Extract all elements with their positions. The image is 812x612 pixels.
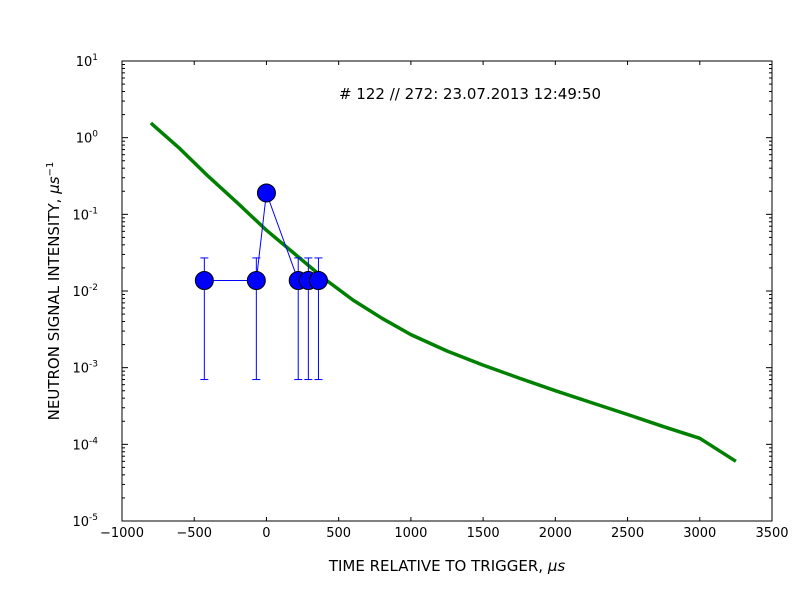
- y-tick-label: 10-1: [72, 206, 98, 223]
- y-tick-label-base: 10: [72, 208, 89, 223]
- x-axis-label-text: TIME RELATIVE TO TRIGGER,: [328, 557, 548, 575]
- y-tick-label-exponent: -3: [89, 360, 98, 370]
- y-axis-label-unit: μs: [45, 176, 63, 195]
- y-tick-label: 100: [76, 130, 99, 147]
- y-tick-label-base: 10: [76, 55, 93, 70]
- y-axis-label-text: NEUTRON SIGNAL INTENSITY,: [45, 194, 63, 421]
- y-tick-label-base: 10: [72, 515, 89, 530]
- y-tick-label-exponent: 0: [92, 130, 98, 140]
- x-tick-label: 1500: [467, 526, 500, 541]
- y-tick-label-exponent: -5: [89, 513, 98, 523]
- fit-curve-layer: [149, 121, 737, 463]
- data-point: [194, 271, 214, 291]
- data-point: [308, 271, 328, 291]
- x-axis-label-unit: μs: [547, 557, 566, 575]
- y-tick-label-exponent: -2: [89, 283, 98, 293]
- y-axis-label-exponent: −1: [45, 162, 56, 177]
- x-tick-label: 0: [262, 526, 270, 541]
- y-tick-label-base: 10: [76, 132, 93, 147]
- data-point: [246, 271, 266, 291]
- x-tick-label: 1000: [394, 526, 427, 541]
- data-point-layer: [194, 183, 328, 291]
- y-tick-label-base: 10: [72, 438, 89, 453]
- y-tick-label: 10-3: [72, 360, 98, 377]
- x-tick-label: −1000: [100, 526, 144, 541]
- y-tick-label: 101: [76, 53, 98, 70]
- y-tick-label-exponent: -4: [89, 436, 98, 446]
- x-tick-label: −500: [176, 526, 212, 541]
- y-tick-label-base: 10: [72, 285, 89, 300]
- y-tick-label-base: 10: [72, 362, 89, 377]
- y-tick-label: 10-5: [72, 513, 98, 530]
- y-tick-label: 10-2: [72, 283, 98, 300]
- chart-annotation: # 122 // 272: 23.07.2013 12:49:50: [339, 85, 601, 103]
- data-point: [256, 183, 276, 203]
- x-axis-label: TIME RELATIVE TO TRIGGER, μs: [328, 557, 566, 575]
- y-tick-label-exponent: 1: [92, 53, 98, 63]
- plot-frame: [121, 60, 773, 522]
- x-tick-label: 500: [326, 526, 351, 541]
- y-tick-label: 10-4: [72, 436, 98, 453]
- tick-layer: −1000 −500 0 500 1000 1500 2000 2500 3000 350010-…: [72, 53, 788, 541]
- fit-curve: [149, 121, 737, 463]
- x-tick-label: 2500: [611, 526, 644, 541]
- x-tick-label: 3000: [683, 526, 716, 541]
- x-tick-label: 2000: [539, 526, 572, 541]
- y-tick-label-exponent: -1: [89, 206, 98, 216]
- plot-area: [122, 61, 772, 521]
- y-axis-label: NEUTRON SIGNAL INTENSITY, μs−1: [45, 162, 63, 421]
- x-tick-label: 3500: [755, 526, 788, 541]
